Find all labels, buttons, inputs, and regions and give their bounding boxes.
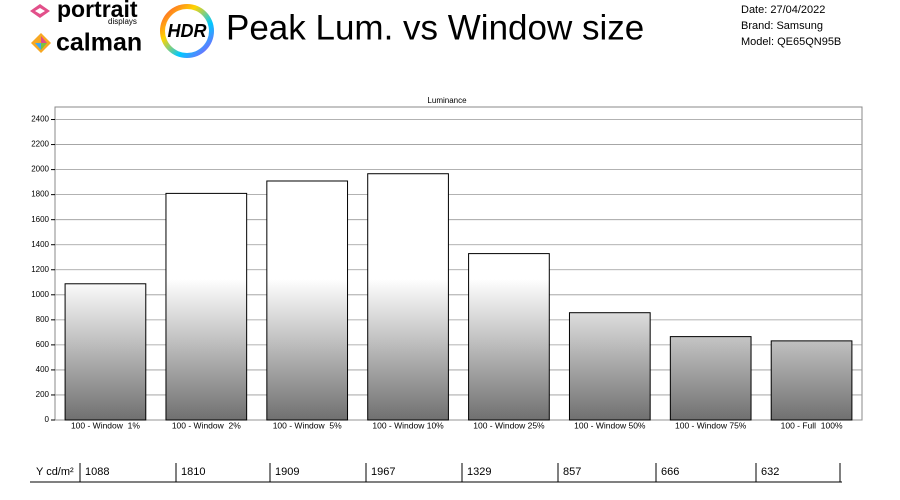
logo-portrait: portrait <box>57 0 138 22</box>
meta-model: Model: QE65QN95B <box>741 36 841 48</box>
table-value: 1967 <box>371 466 395 478</box>
logo-icons <box>30 4 214 58</box>
y-tick-label: 1400 <box>31 240 49 249</box>
meta-date: Date: 27/04/2022 <box>741 4 825 16</box>
x-tick-label: 100 - Window 75% <box>675 420 747 430</box>
x-tick-label: 100 - Window 1% <box>71 420 140 430</box>
bar <box>468 253 550 421</box>
y-tick-label: 1200 <box>31 265 49 274</box>
page-title: Peak Lum. vs Window size <box>226 8 644 47</box>
y-tick-label: 400 <box>36 365 50 374</box>
y-tick-label: 600 <box>36 340 50 349</box>
logo-displays: displays <box>108 17 137 26</box>
table-value: 1088 <box>85 466 109 478</box>
x-tick-label: 100 - Window 50% <box>574 420 646 430</box>
y-tick-label: 1800 <box>31 190 49 199</box>
table-value: 1909 <box>275 466 299 478</box>
table-label: Y cd/m² <box>36 466 74 478</box>
bar <box>165 192 248 421</box>
x-tick-label: 100 - Window 2% <box>172 420 241 430</box>
logo-calman: calman <box>56 29 142 57</box>
y-tick-label: 2200 <box>31 140 49 149</box>
x-tick-label: 100 - Full 100% <box>781 420 843 430</box>
bar <box>367 173 449 421</box>
table-value: 632 <box>761 466 779 478</box>
chart-title: Luminance <box>427 96 467 105</box>
table-value: 666 <box>661 466 679 478</box>
y-tick-label: 0 <box>45 415 50 424</box>
table-value: 857 <box>563 466 581 478</box>
y-tick-label: 200 <box>36 390 50 399</box>
bar <box>64 283 147 421</box>
x-tick-label: 100 - Window 25% <box>473 420 545 430</box>
meta-brand: Brand: Samsung <box>741 20 823 32</box>
bar <box>568 312 651 421</box>
y-tick-label: 1600 <box>31 215 49 224</box>
bar <box>770 340 853 421</box>
y-tick-label: 1000 <box>31 290 49 299</box>
bar <box>669 336 752 421</box>
table-value: 1329 <box>467 466 491 478</box>
hdr-badge: HDR <box>168 21 207 41</box>
y-tick-label: 2000 <box>31 165 49 174</box>
bar <box>266 180 349 421</box>
x-tick-label: 100 - Window 5% <box>273 420 342 430</box>
y-tick-label: 2400 <box>31 115 49 124</box>
x-tick-label: 100 - Window 10% <box>372 420 444 430</box>
table-value: 1810 <box>181 466 205 478</box>
y-tick-label: 800 <box>36 315 50 324</box>
